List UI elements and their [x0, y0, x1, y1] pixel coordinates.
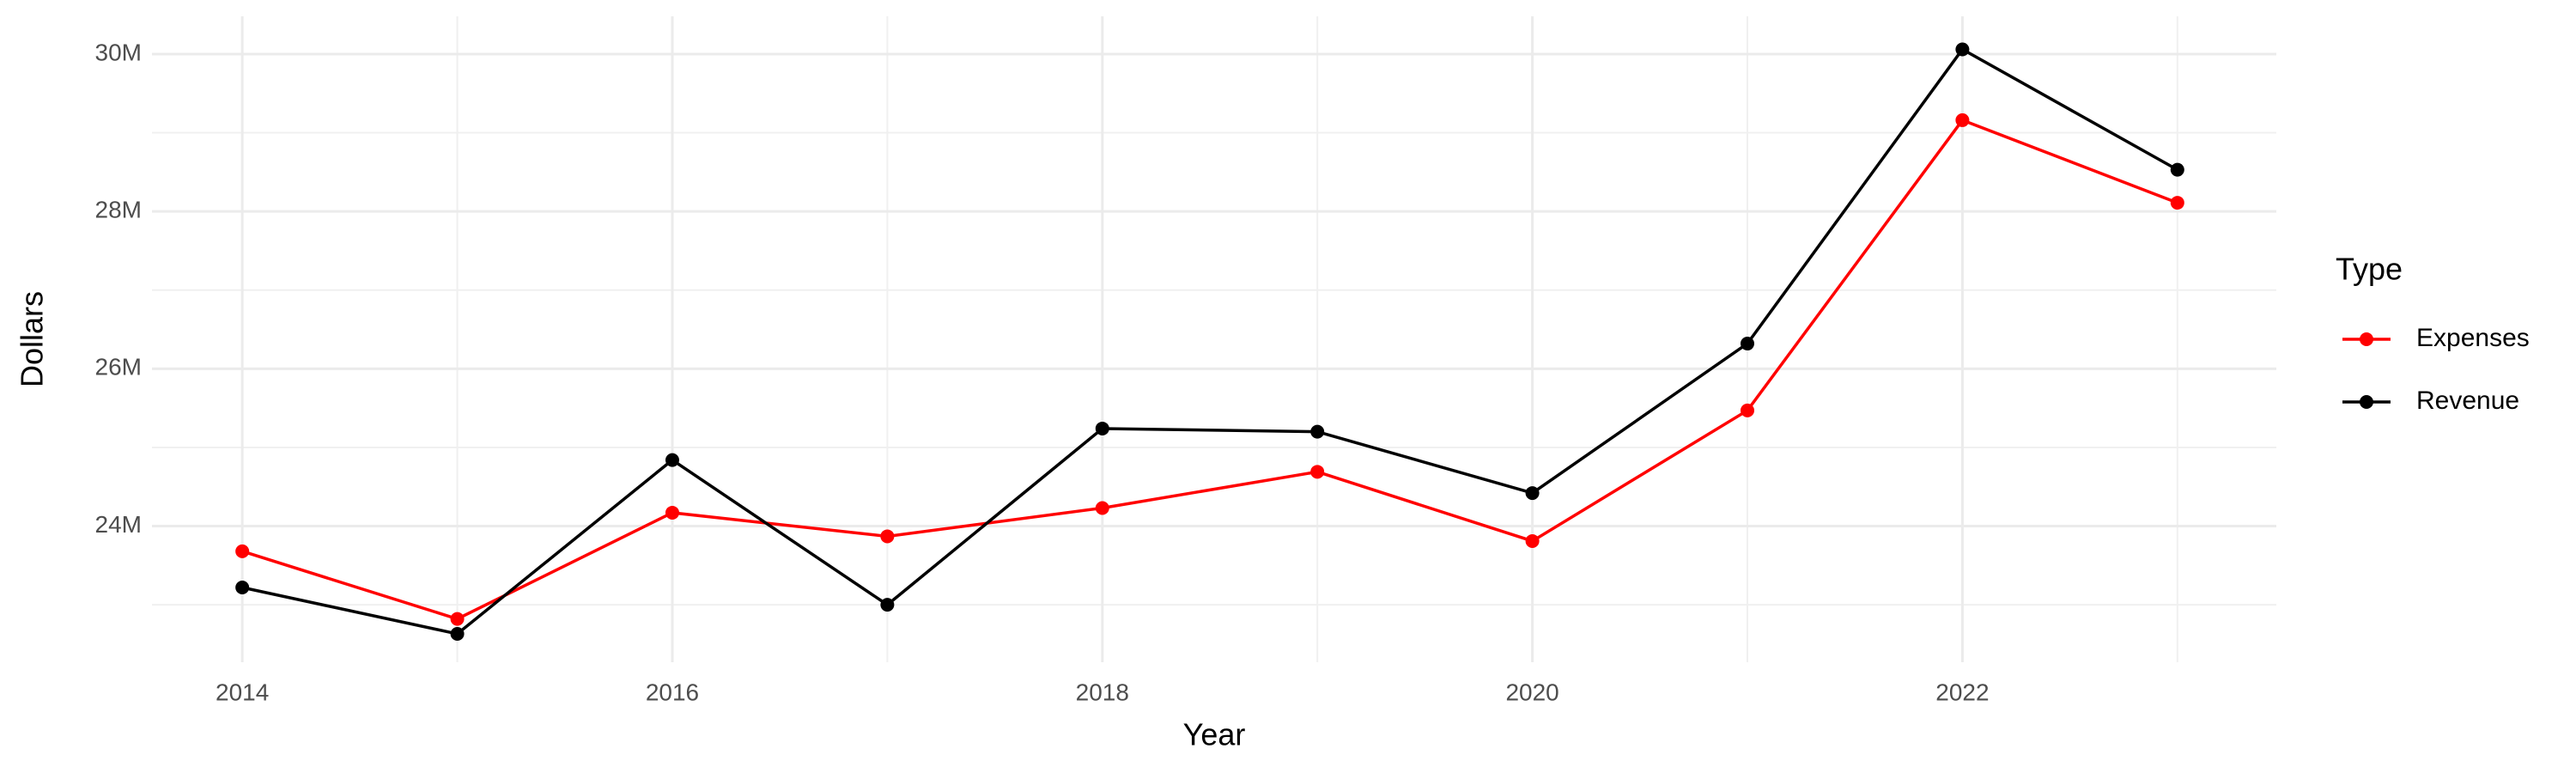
legend-marker — [2360, 332, 2373, 346]
y-tick-label: 24M — [95, 511, 142, 538]
data-point — [880, 598, 895, 612]
data-point — [1955, 113, 1970, 127]
x-axis-title: Year — [1183, 717, 1246, 752]
series-line — [241, 47, 2178, 636]
data-point — [1955, 42, 1970, 57]
data-point — [235, 544, 250, 558]
legend-title: Type — [2336, 252, 2403, 287]
data-point — [1741, 403, 1755, 417]
legend-label: Revenue — [2416, 386, 2519, 415]
data-point — [2170, 162, 2184, 177]
y-tick-label: 28M — [95, 197, 142, 223]
data-point — [235, 580, 250, 594]
x-tick-label: 2018 — [1076, 679, 1129, 705]
data-point — [665, 505, 679, 520]
y-tick-label: 30M — [95, 39, 142, 65]
x-tick-label: 2020 — [1505, 679, 1558, 705]
x-tick-label: 2016 — [646, 679, 699, 705]
data-point — [1525, 533, 1540, 548]
y-axis-title: Dollars — [15, 291, 50, 387]
data-point — [880, 529, 895, 544]
data-point — [1310, 424, 1325, 439]
series-line — [241, 118, 2178, 621]
data-point — [450, 612, 465, 626]
data-point — [2170, 196, 2184, 210]
data-point — [1741, 337, 1755, 351]
data-point — [450, 627, 465, 642]
data-point — [1095, 501, 1109, 515]
x-tick-label: 2014 — [216, 679, 269, 705]
legend-marker — [2360, 395, 2373, 409]
data-point — [1525, 486, 1540, 501]
x-tick-label: 2022 — [1935, 679, 1989, 705]
data-point — [1310, 465, 1325, 479]
data-point — [665, 453, 679, 467]
y-tick-label: 26M — [95, 354, 142, 380]
data-point — [1095, 421, 1109, 435]
legend-label: Expenses — [2416, 324, 2530, 352]
